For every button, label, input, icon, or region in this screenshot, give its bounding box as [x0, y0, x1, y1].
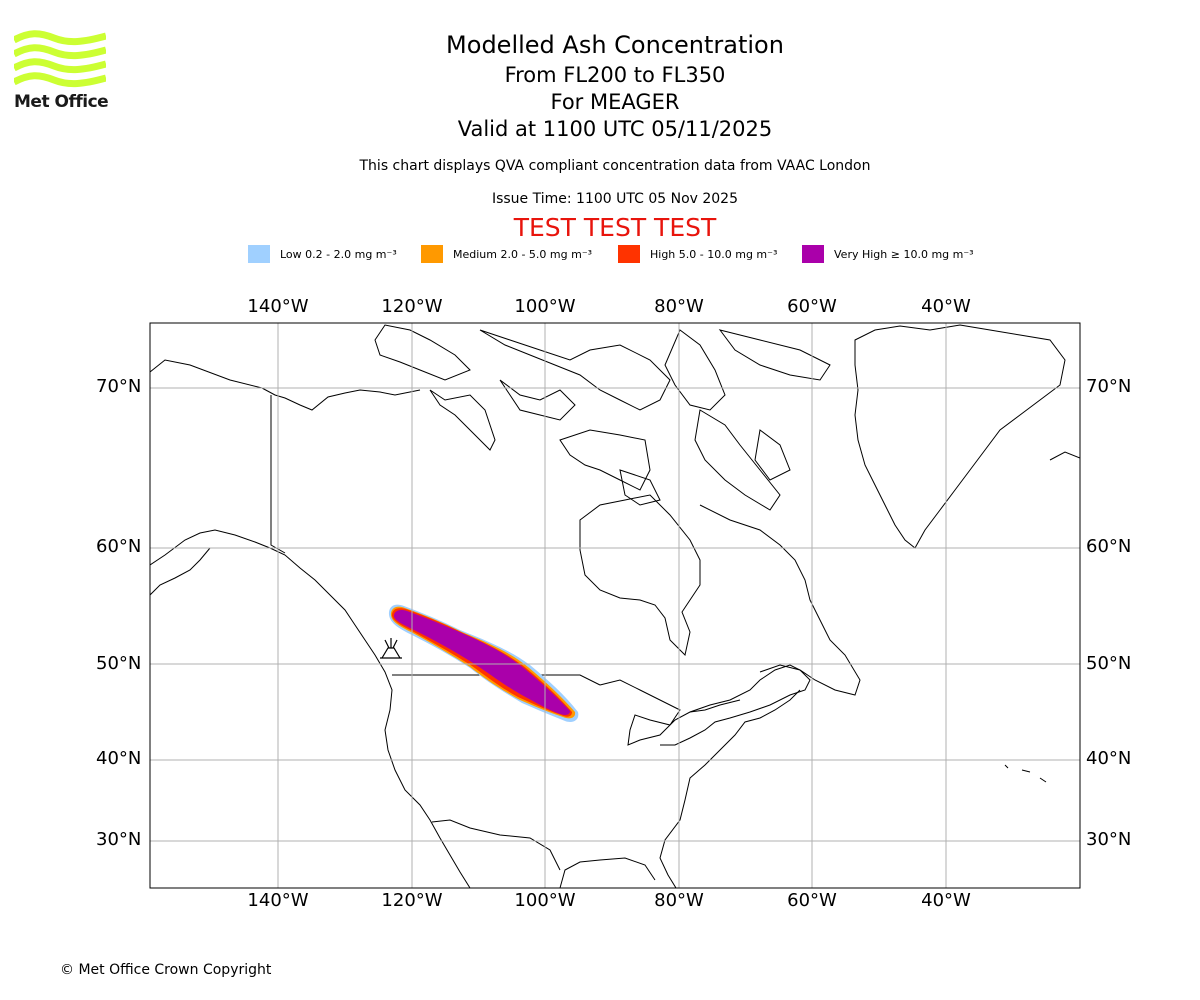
lat-label-right-40n: 40°N: [1086, 748, 1132, 769]
lon-label-top-120w: 120°W: [381, 296, 443, 317]
met-office-waves-icon: [12, 30, 107, 88]
ash-cloud-very-high-core: [393, 610, 570, 715]
logo-text: Met Office: [14, 92, 109, 112]
volcano-name: For MEAGER: [550, 90, 680, 114]
coastline-gulf: [559, 857, 656, 888]
chart-title: Modelled Ash Concentration: [446, 31, 784, 59]
map-frame: [149, 322, 1081, 889]
lat-label-left-30n: 30°N: [96, 829, 142, 850]
legend-label-very-high: Very High ≥ 10.0 mg m⁻³: [834, 247, 974, 261]
flight-levels: From FL200 to FL350: [504, 63, 726, 87]
legend-label-medium: Medium 2.0 - 5.0 mg m⁻³: [453, 247, 593, 261]
legend-swatch-very-high: [802, 245, 824, 263]
met-office-logo: [12, 30, 107, 90]
legend-swatch-medium: [421, 245, 443, 263]
lon-label-top-140w: 140°W: [247, 296, 309, 317]
graticule: [150, 323, 1080, 888]
lat-label-left-50n: 50°N: [96, 653, 142, 674]
coastline-pacific: [150, 529, 471, 888]
lon-label-bottom-120w: 120°W: [381, 890, 443, 911]
valid-time: Valid at 1100 UTC 05/11/2025: [457, 117, 773, 141]
lon-label-bottom-80w: 80°W: [654, 890, 704, 911]
legend-item-low: Low 0.2 - 2.0 mg m⁻³: [248, 244, 397, 264]
legend-item-high: High 5.0 - 10.0 mg m⁻³: [618, 244, 777, 264]
coastline-greenland: [854, 324, 1066, 549]
lon-label-bottom-100w: 100°W: [514, 890, 576, 911]
legend-swatch-low: [248, 245, 270, 263]
lat-label-right-30n: 30°N: [1086, 829, 1132, 850]
issue-time: Issue Time: 1100 UTC 05 Nov 2025: [491, 191, 739, 207]
coastline-great-lakes: [599, 664, 811, 746]
lon-label-top-60w: 60°W: [787, 296, 837, 317]
lon-label-top-80w: 80°W: [654, 296, 704, 317]
border-us-mexico: [431, 819, 561, 871]
border-alaska: [270, 395, 286, 554]
ash-cloud: [388, 604, 579, 722]
lon-label-top-40w: 40°W: [921, 296, 971, 317]
borders: [270, 395, 741, 871]
legend-label-high: High 5.0 - 10.0 mg m⁻³: [650, 247, 778, 261]
lat-label-right-50n: 50°N: [1086, 653, 1132, 674]
lat-label-left-60n: 60°N: [96, 536, 142, 557]
lat-label-right-70n: 70°N: [1086, 376, 1132, 397]
lon-label-bottom-60w: 60°W: [787, 890, 837, 911]
coastlines: [150, 324, 1080, 888]
volcano-marker-icon: [380, 638, 402, 659]
test-banner: TEST TEST TEST: [513, 213, 717, 242]
coastline-us-east: [659, 689, 801, 888]
legend-item-medium: Medium 2.0 - 5.0 mg m⁻³: [421, 244, 592, 264]
coastline-arctic: [150, 359, 421, 411]
copyright: © Met Office Crown Copyright: [60, 962, 272, 978]
legend-swatch-high: [618, 245, 640, 263]
lon-label-bottom-40w: 40°W: [921, 890, 971, 911]
lon-label-top-100w: 100°W: [514, 296, 576, 317]
coastline-hudson-bay: [579, 494, 701, 657]
coastline-arctic-islands: [374, 324, 471, 381]
lon-label-bottom-140w: 140°W: [247, 890, 309, 911]
lat-label-right-60n: 60°N: [1086, 536, 1132, 557]
legend-item-very-high: Very High ≥ 10.0 mg m⁻³: [802, 244, 974, 264]
lat-label-left-70n: 70°N: [96, 376, 142, 397]
chart-description: This chart displays QVA compliant concen…: [359, 158, 871, 174]
lat-label-left-40n: 40°N: [96, 748, 142, 769]
legend-label-low: Low 0.2 - 2.0 mg m⁻³: [280, 247, 397, 261]
border-49th-parallel: [392, 674, 601, 686]
map-background: [150, 323, 1080, 888]
